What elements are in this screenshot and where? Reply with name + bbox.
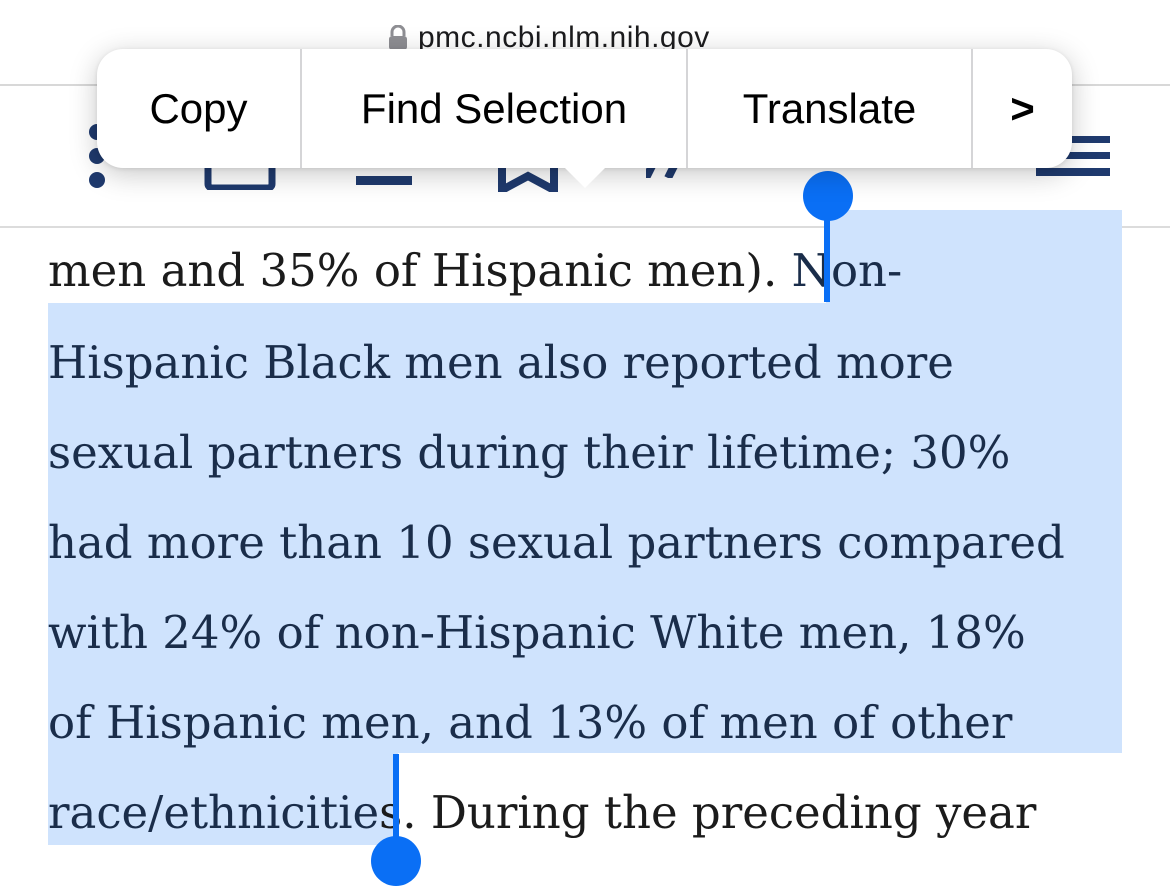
text-selected: of Hispanic men, and 13% of men of other xyxy=(48,696,1013,749)
lock-icon xyxy=(388,24,408,51)
menu-divider xyxy=(300,49,302,168)
url-text: pmc.ncbi.nlm.nih.gov xyxy=(418,21,710,54)
text-unselected: s. During the preceding year xyxy=(379,786,1037,839)
selection-start-handle-knob[interactable] xyxy=(803,171,853,221)
selection-highlight xyxy=(826,210,1122,303)
text-selected: e xyxy=(352,786,380,839)
text-selection-context-menu: Copy Find Selection Translate > xyxy=(97,49,1072,188)
text-line: had more than 10 sexual partners compare… xyxy=(48,498,1138,588)
chevron-right-icon: > xyxy=(1010,84,1035,132)
bookmark-icon[interactable] xyxy=(498,164,558,192)
text-line: Hispanic Black men also reported more xyxy=(48,318,1138,408)
more-actions-button[interactable]: > xyxy=(973,49,1072,168)
menu-divider xyxy=(686,49,688,168)
selection-highlight xyxy=(48,753,398,845)
text-selected: with 24% of non-Hispanic White men, 18% xyxy=(48,606,1026,659)
text-selected: race/ethniciti xyxy=(48,786,353,839)
menu-pointer xyxy=(563,166,607,188)
text-line: men and 35% of Hispanic men). Non- xyxy=(48,226,1138,316)
menu-divider xyxy=(971,49,973,168)
text-line: with 24% of non-Hispanic White men, 18% xyxy=(48,588,1138,678)
download-icon[interactable] xyxy=(356,174,412,188)
text-unselected: men and 35% of Hispanic men). xyxy=(48,244,792,297)
url-display[interactable]: pmc.ncbi.nlm.nih.gov xyxy=(388,18,710,58)
outline-menu-icon[interactable] xyxy=(1034,134,1112,178)
text-line: of Hispanic men, and 13% of men of other xyxy=(48,678,1138,768)
text-line: sexual partners during their lifetime; 3… xyxy=(48,408,1138,498)
text-selected: Hispanic Black men also reported more xyxy=(48,336,954,389)
translate-button[interactable]: Translate xyxy=(742,84,917,132)
text-selected: had more than 10 sexual partners compare… xyxy=(48,516,1065,569)
text-line: race/ethnicities. During the preceding y… xyxy=(48,768,1138,858)
selection-end-handle-knob[interactable] xyxy=(371,836,421,886)
cite-icon[interactable] xyxy=(204,148,276,190)
selection-end-handle[interactable] xyxy=(393,754,399,854)
selection-start-handle[interactable] xyxy=(824,192,830,302)
find-selection-button[interactable]: Find Selection xyxy=(360,84,628,132)
copy-button[interactable]: Copy xyxy=(149,84,248,132)
article-paragraph[interactable]: men and 35% of Hispanic men). Non- Hispa… xyxy=(48,228,1138,858)
text-selected: Non- xyxy=(791,244,903,297)
text-selected: sexual partners during their lifetime; 3… xyxy=(48,426,1011,479)
selection-highlight xyxy=(48,303,1122,753)
